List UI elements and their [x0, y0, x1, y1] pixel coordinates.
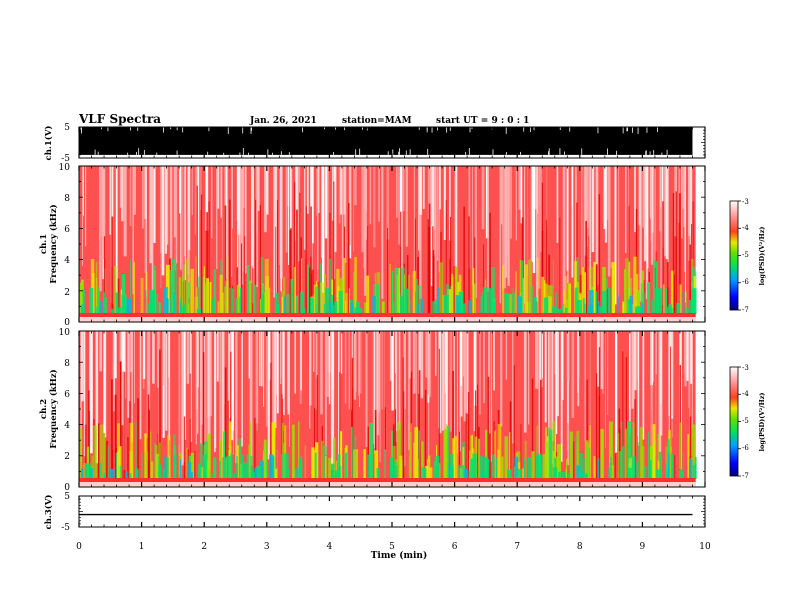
ch2-ytick-2: 2 — [64, 452, 70, 462]
ch1-colorbar-tick-m7: -7 — [742, 306, 749, 314]
x-tick-labels: 0 1 2 3 4 5 6 7 8 9 10 — [76, 542, 711, 552]
ch2-spectrogram-ylabel-frequency: Frequency (kHz) — [48, 369, 59, 448]
ch2-spectrogram-image — [79, 331, 697, 487]
ch1-colorbar-tick-m5: -5 — [742, 251, 749, 259]
x-tick-label-0: 0 — [76, 542, 82, 552]
ch2-colorbar-tick-m5: -5 — [742, 417, 749, 425]
x-axis-label: Time (min) — [371, 550, 428, 561]
station-label: station=MAM — [342, 116, 412, 126]
ch2-colorbar-tick-m6: -6 — [742, 444, 749, 452]
ch1-waveform-panel: 5 -5 ch.1(V) — [43, 123, 706, 164]
ch1-ytick-8: 8 — [64, 194, 70, 204]
ch1-ytick-4: 4 — [64, 256, 70, 266]
ch1-colorbar-label: log(PSD)(V²/Hz) — [758, 227, 766, 286]
x-tick-label-9: 9 — [640, 542, 646, 552]
ch2-ytick-8: 8 — [64, 359, 70, 369]
x-tick-label-2: 2 — [201, 542, 207, 552]
ch1-ytick-bottom: -5 — [61, 154, 70, 164]
x-tick-label-3: 3 — [264, 542, 270, 552]
date-label: Jan. 26, 2021 — [249, 116, 317, 126]
ch1-colorbar — [729, 200, 739, 311]
x-tick-label-6: 6 — [452, 542, 458, 552]
ch1-spectrogram-panel: 0 2 4 6 8 10 ch.1 Frequency (kHz) -3 -4 … — [39, 163, 766, 328]
ch1-spectrogram-ylabel-channel: ch.1 — [39, 234, 49, 254]
ch2-colorbar-label: log(PSD)(V²/Hz) — [758, 393, 766, 452]
ch1-waveform-trace — [79, 127, 693, 155]
ch1-ytick-top: 5 — [64, 123, 70, 133]
x-tick-label-10: 10 — [699, 542, 711, 552]
ch1-colorbar-tick-m3: -3 — [742, 198, 749, 206]
ch1-waveform-band — [79, 127, 693, 155]
x-tick-label-1: 1 — [139, 542, 145, 552]
ch2-spectrogram-panel: 0 2 4 6 8 10 ch.2 Frequency (kHz) -3 -4 … — [39, 328, 766, 493]
x-tick-label-7: 7 — [514, 542, 520, 552]
x-tick-label-5: 5 — [389, 542, 395, 552]
ch2-colorbar-tick-m7: -7 — [742, 472, 749, 480]
ch1-spectrogram-image — [79, 166, 697, 322]
ch3-waveform-panel: 5 -5 ch.3(V) — [43, 492, 706, 533]
ch2-ytick-10: 10 — [59, 328, 71, 338]
ch1-ytick-0: 0 — [64, 318, 70, 328]
ch1-spectrogram-ylabel-frequency: Frequency (kHz) — [48, 204, 59, 283]
ch2-ytick-4: 4 — [64, 421, 70, 431]
figure-title: VLF Spectra — [78, 112, 161, 126]
ch1-colorbar-tick-m4: -4 — [742, 224, 749, 232]
ch2-ytick-0: 0 — [64, 483, 70, 493]
ch3-ytick-top: 5 — [64, 492, 70, 502]
start-time-label: start UT = 9 : 0 : 1 — [436, 116, 529, 126]
ch2-colorbar-tick-m4: -4 — [742, 390, 749, 398]
ch2-spectrogram-ylabel-channel: ch.2 — [39, 399, 49, 419]
ch2-ytick-6: 6 — [64, 390, 70, 400]
x-tick-label-8: 8 — [577, 542, 583, 552]
ch2-colorbar-tick-m3: -3 — [742, 364, 749, 372]
ch1-ytick-2: 2 — [64, 288, 70, 298]
ch1-ytick-6: 6 — [64, 225, 70, 235]
ch1-waveform-ylabel: ch.1(V) — [43, 126, 54, 161]
ch3-ytick-bottom: -5 — [61, 523, 70, 533]
ch3-waveform-ylabel: ch.3(V) — [43, 495, 54, 530]
ch1-colorbar-tick-m6: -6 — [742, 278, 749, 286]
ch1-ytick-10: 10 — [59, 163, 71, 173]
ch2-colorbar — [729, 366, 739, 477]
x-tick-label-4: 4 — [327, 542, 333, 552]
axis-ticks — [78, 126, 741, 528]
